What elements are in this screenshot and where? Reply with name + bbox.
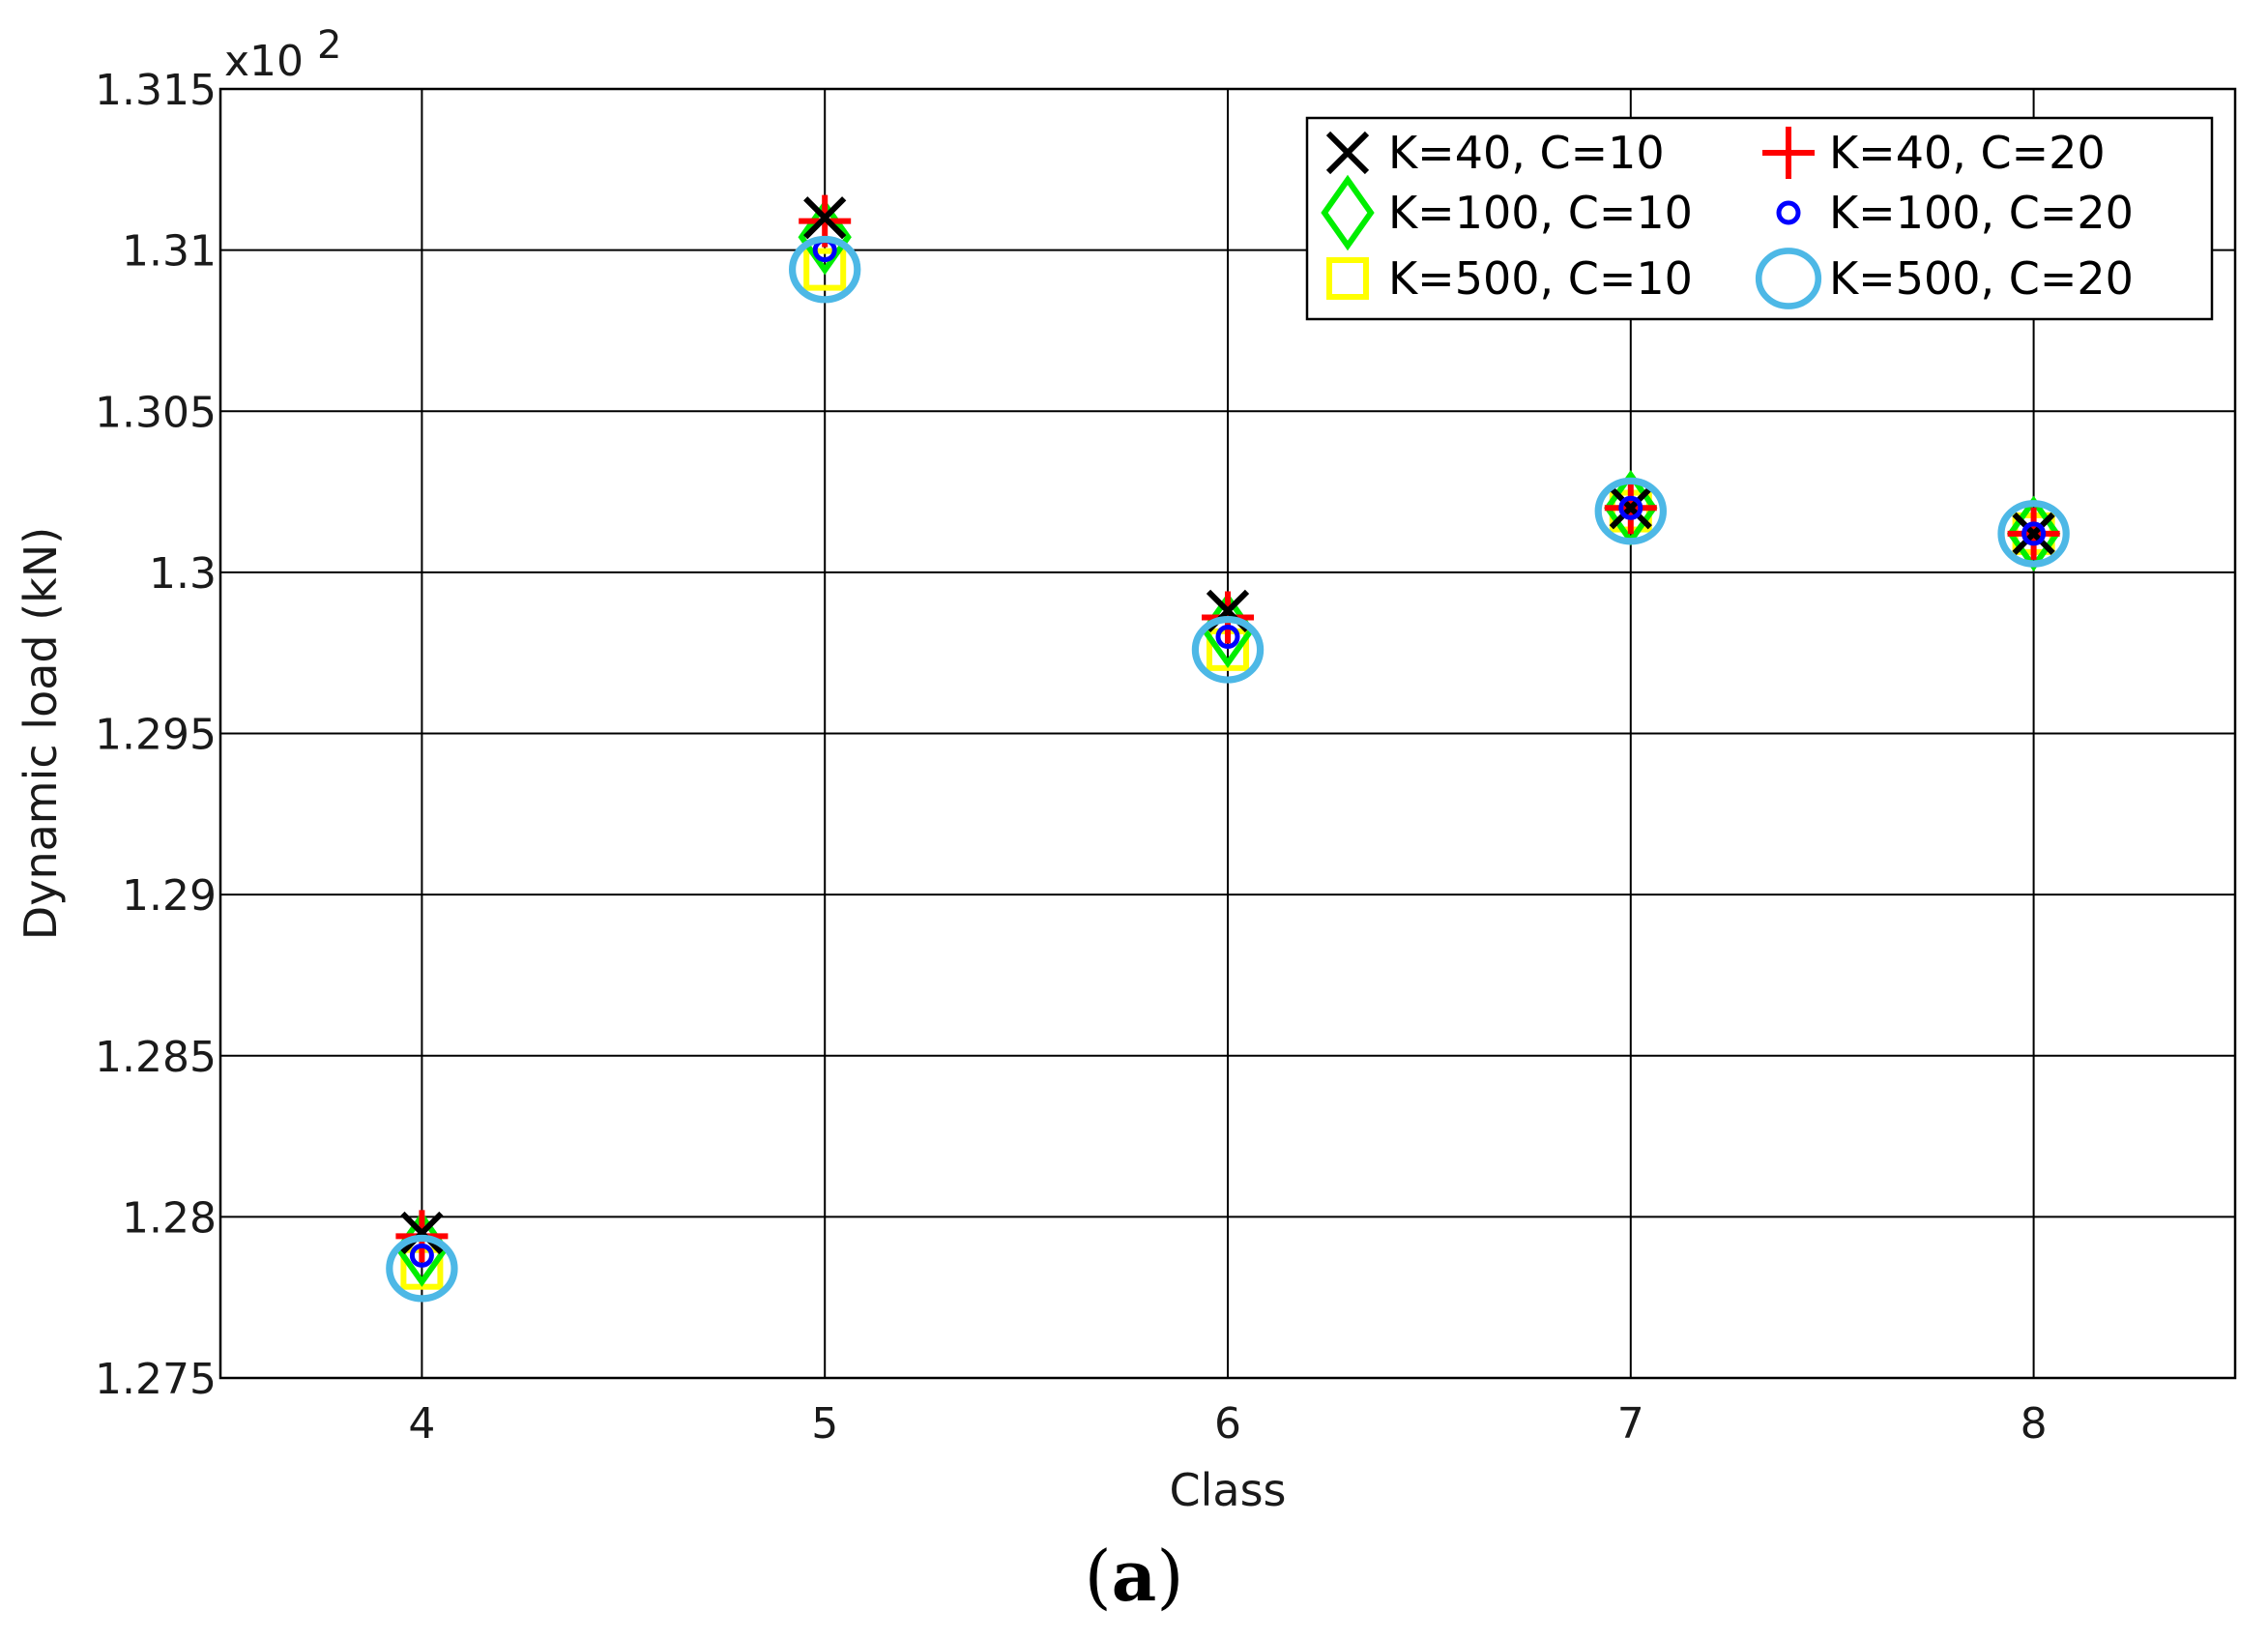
- x-tick-label: 8: [2021, 1399, 2048, 1449]
- y-tick-label: 1.315: [95, 66, 217, 115]
- figure-caption: (a): [1085, 1535, 1184, 1617]
- data-point: [2012, 512, 2055, 556]
- legend-marker: [1325, 131, 1370, 175]
- legend-marker: [1776, 200, 1801, 225]
- y-tick-label: 1.3: [149, 549, 217, 599]
- y-axis-multiplier-exponent: 2: [317, 23, 341, 68]
- data-point: [798, 199, 852, 276]
- data-point: [789, 235, 861, 304]
- legend-item: K=500, C=20: [1755, 248, 2134, 309]
- data-point: [803, 248, 847, 291]
- data-point: [2021, 521, 2047, 546]
- data-point: [400, 1211, 444, 1255]
- legend-label: K=40, C=10: [1388, 127, 1665, 179]
- y-tick-label: 1.285: [95, 1033, 217, 1082]
- x-tick-label: 5: [811, 1399, 838, 1449]
- legend: K=40, C=10 K=40, C=20 K=100, C=10 K=100, C=…: [1305, 116, 2214, 321]
- legend-label: K=100, C=20: [1829, 187, 2134, 239]
- plot-area-frame: [218, 87, 2237, 1380]
- legend-item: K=40, C=10: [1325, 127, 1665, 179]
- legend-label: K=500, C=10: [1388, 252, 1693, 305]
- y-axis-label: Dynamic load (kN): [15, 527, 67, 940]
- y-tick-label: 1.31: [122, 227, 217, 277]
- data-point: [1594, 477, 1668, 545]
- data-point: [1618, 495, 1643, 520]
- x-tick-label: 4: [408, 1399, 435, 1449]
- data-point: [1609, 486, 1652, 530]
- figure-caption-letter: a: [1112, 1535, 1157, 1617]
- data-points: [386, 194, 2070, 1303]
- x-axis-ticks: 4 5 6 7 8: [408, 1399, 2047, 1449]
- y-tick-label: 1.29: [122, 871, 217, 921]
- legend-item: K=100, C=20: [1776, 187, 2134, 239]
- grid-lines: [220, 88, 2235, 1379]
- legend-item: K=500, C=10: [1326, 252, 1693, 305]
- x-axis-label: Class: [1169, 1464, 1286, 1516]
- y-tick-label: 1.305: [95, 388, 217, 437]
- data-point: [409, 1243, 434, 1268]
- legend-item: K=40, C=20: [1762, 127, 2106, 179]
- legend-marker: [1326, 257, 1369, 300]
- legend-item: K=100, C=10: [1321, 174, 1693, 251]
- y-tick-label: 1.275: [95, 1355, 217, 1404]
- data-point: [386, 1234, 458, 1303]
- x-tick-label: 6: [1214, 1399, 1241, 1449]
- y-axis-multiplier-base: x10: [224, 37, 304, 86]
- y-axis-multiplier: x10 2: [224, 23, 341, 86]
- data-point: [1997, 500, 2070, 568]
- data-point: [1191, 616, 1265, 684]
- x-tick-label: 7: [1617, 1399, 1644, 1449]
- legend-marker: [1321, 174, 1375, 251]
- y-axis-ticks: 1.275 1.28 1.285 1.29 1.295 1.3 1.305 1.31 1.315: [95, 66, 217, 1404]
- legend-label: K=500, C=20: [1829, 252, 2134, 305]
- legend-marker: [1755, 248, 1822, 309]
- legend-label: K=100, C=10: [1388, 187, 1693, 239]
- y-tick-label: 1.28: [122, 1193, 217, 1243]
- y-tick-label: 1.295: [95, 711, 217, 760]
- data-point: [803, 196, 847, 240]
- legend-marker: [1762, 127, 1815, 179]
- data-point: [1215, 625, 1240, 650]
- legend-label: K=40, C=20: [1829, 127, 2106, 179]
